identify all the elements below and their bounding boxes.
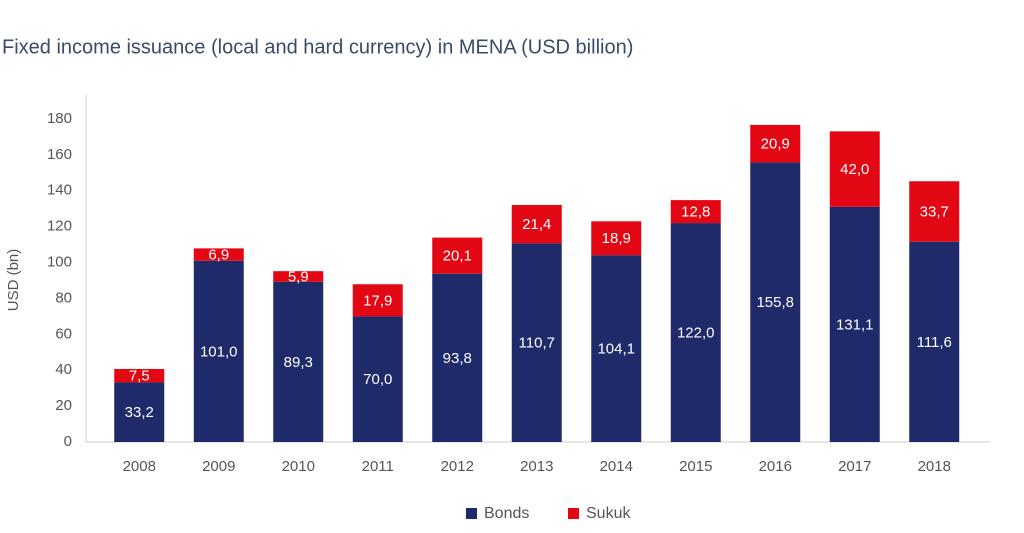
- data-label: 21,4: [522, 216, 551, 233]
- bar-segment: [432, 237, 483, 274]
- x-tick-label: 2018: [918, 458, 951, 475]
- data-label: 33,7: [920, 203, 949, 220]
- bar-segment: [352, 316, 403, 442]
- legend-label: Bonds: [484, 505, 529, 522]
- legend-label: Sukuk: [586, 505, 631, 522]
- bar-segment: [829, 206, 880, 442]
- data-label: 7,5: [129, 368, 150, 385]
- bar-segment: [352, 284, 403, 317]
- x-tick-label: 2015: [679, 458, 712, 475]
- data-label: 131,1: [836, 316, 874, 333]
- bar-segment: [432, 273, 483, 442]
- bar-segment: [193, 248, 244, 261]
- bar-segment: [829, 131, 880, 207]
- data-label: 155,8: [756, 294, 794, 311]
- data-label: 89,3: [284, 354, 313, 371]
- x-tick-label: 2014: [600, 458, 633, 475]
- data-label: 104,1: [597, 341, 635, 358]
- data-label: 70,0: [363, 371, 392, 388]
- y-tick-label: 60: [55, 325, 72, 342]
- bar-segment: [591, 255, 642, 442]
- y-tick-label: 120: [47, 218, 72, 235]
- bar-segment: [670, 200, 721, 224]
- x-tick-label: 2011: [362, 458, 394, 475]
- data-label: 6,9: [208, 247, 229, 264]
- data-label: 110,7: [519, 335, 555, 352]
- bar-segment: [750, 124, 801, 163]
- y-tick-label: 80: [55, 289, 72, 306]
- data-label: 101,0: [200, 343, 238, 360]
- bar-segment: [591, 221, 642, 256]
- legend-swatch: [466, 508, 477, 519]
- bar-segment: [114, 368, 165, 383]
- bar-segment: [670, 223, 721, 442]
- y-axis-title: USD (bn): [5, 249, 22, 312]
- chart-title: Fixed income issuance (local and hard cu…: [2, 36, 633, 58]
- data-label: 12,8: [681, 204, 710, 221]
- y-tick-label: 40: [55, 361, 72, 378]
- x-tick-label: 2012: [441, 458, 474, 475]
- bar-segment: [273, 281, 324, 442]
- bar-segment: [750, 162, 801, 443]
- data-label: 42,0: [840, 161, 869, 178]
- x-tick-label: 2009: [202, 458, 235, 475]
- y-tick-label: 100: [47, 254, 72, 271]
- y-tick-label: 140: [47, 182, 72, 199]
- y-tick-label: 160: [47, 146, 72, 163]
- y-tick-label: 180: [47, 110, 72, 127]
- bar-segment: [511, 204, 562, 244]
- x-tick-label: 2008: [123, 458, 156, 475]
- bar-segment: [114, 382, 165, 442]
- x-tick-label: 2013: [520, 458, 553, 475]
- bar-segment: [909, 241, 960, 442]
- bar-segment: [909, 181, 960, 242]
- bar-segment: [273, 271, 324, 282]
- x-tick-label: 2017: [838, 458, 871, 475]
- bar-segment: [511, 243, 562, 442]
- data-label: 122,0: [677, 325, 715, 342]
- x-tick-label: 2010: [282, 458, 315, 475]
- data-label: 33,2: [125, 404, 154, 421]
- data-label: 18,9: [602, 230, 631, 247]
- legend-swatch: [568, 508, 579, 519]
- data-label: 20,1: [443, 248, 472, 265]
- data-label: 17,9: [363, 292, 392, 309]
- data-label: 111,6: [917, 334, 952, 351]
- y-tick-label: 0: [64, 433, 72, 450]
- data-label: 5,9: [288, 268, 309, 285]
- bar-segment: [193, 260, 244, 442]
- data-label: 20,9: [761, 136, 790, 153]
- y-tick-label: 20: [55, 397, 72, 414]
- data-label: 93,8: [443, 350, 472, 367]
- x-tick-label: 2016: [759, 458, 792, 475]
